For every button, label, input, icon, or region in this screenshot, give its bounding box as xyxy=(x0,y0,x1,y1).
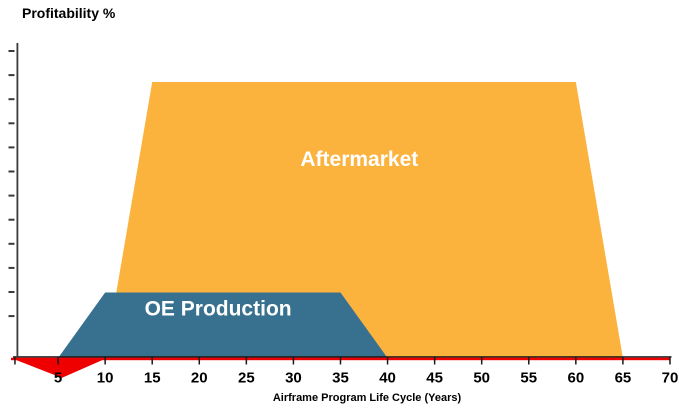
x-tick-label-25: 25 xyxy=(238,370,255,387)
x-axis-tick xyxy=(575,357,577,365)
x-axis-origin-tick xyxy=(14,357,16,365)
y-axis-tick xyxy=(8,170,15,173)
series-layer xyxy=(11,81,623,378)
x-tick-label-50: 50 xyxy=(473,370,490,387)
axes-layer xyxy=(8,43,672,365)
y-axis-tick xyxy=(8,194,15,197)
x-tick-label-65: 65 xyxy=(615,370,632,387)
x-tick-label-30: 30 xyxy=(285,370,302,387)
y-axis-title: Profitability % xyxy=(22,5,116,21)
x-axis-tick xyxy=(57,357,59,365)
y-axis-tick xyxy=(8,218,15,221)
y-axis-tick xyxy=(8,122,15,125)
x-axis-tick xyxy=(669,357,671,365)
x-axis-tick xyxy=(386,357,389,365)
y-axis-tick xyxy=(8,266,15,269)
x-axis-tick xyxy=(151,357,153,365)
x-axis-tick xyxy=(245,357,248,365)
x-axis-tick xyxy=(433,357,436,365)
x-axis-title: Airframe Program Life Cycle (Years) xyxy=(273,392,462,404)
series-label-aftermarket: Aftermarket xyxy=(300,148,418,171)
x-tick-label-10: 10 xyxy=(97,370,114,387)
x-tick-label-70: 70 xyxy=(662,370,679,387)
x-tick-label-15: 15 xyxy=(144,370,161,387)
y-axis-tick xyxy=(8,315,15,318)
y-axis-tick xyxy=(8,74,15,77)
x-axis-tick xyxy=(339,357,342,365)
x-tick-label-20: 20 xyxy=(191,370,208,387)
x-axis-tick xyxy=(622,357,624,365)
x-axis-line xyxy=(13,356,672,358)
series-area-early-loss xyxy=(11,358,108,378)
x-axis-tick xyxy=(198,357,201,365)
x-tick-label-45: 45 xyxy=(426,370,443,387)
x-axis-tick xyxy=(480,357,483,365)
series-area-aftermarket xyxy=(105,81,623,358)
y-axis-tick xyxy=(8,98,15,101)
y-axis-line xyxy=(16,43,19,358)
series-area-oe-production xyxy=(58,292,388,358)
x-axis-tick xyxy=(292,357,295,365)
x-tick-label-5: 5 xyxy=(54,370,62,387)
labels-layer: 5 10 15 20 25 30 35 40 45 50 55 60 65 70 Aftermarket OE… xyxy=(54,148,678,387)
y-axis-tick xyxy=(8,146,15,149)
x-tick-label-55: 55 xyxy=(520,370,537,387)
x-axis-tick xyxy=(528,357,530,365)
series-label-oe-production: OE Production xyxy=(145,297,292,320)
y-axis-tick xyxy=(8,50,15,52)
y-axis-tick xyxy=(8,291,15,293)
x-tick-label-60: 60 xyxy=(567,370,584,387)
x-tick-label-40: 40 xyxy=(379,370,396,387)
y-axis-tick xyxy=(8,242,15,245)
x-tick-label-35: 35 xyxy=(332,370,349,387)
x-axis-tick xyxy=(104,357,106,365)
